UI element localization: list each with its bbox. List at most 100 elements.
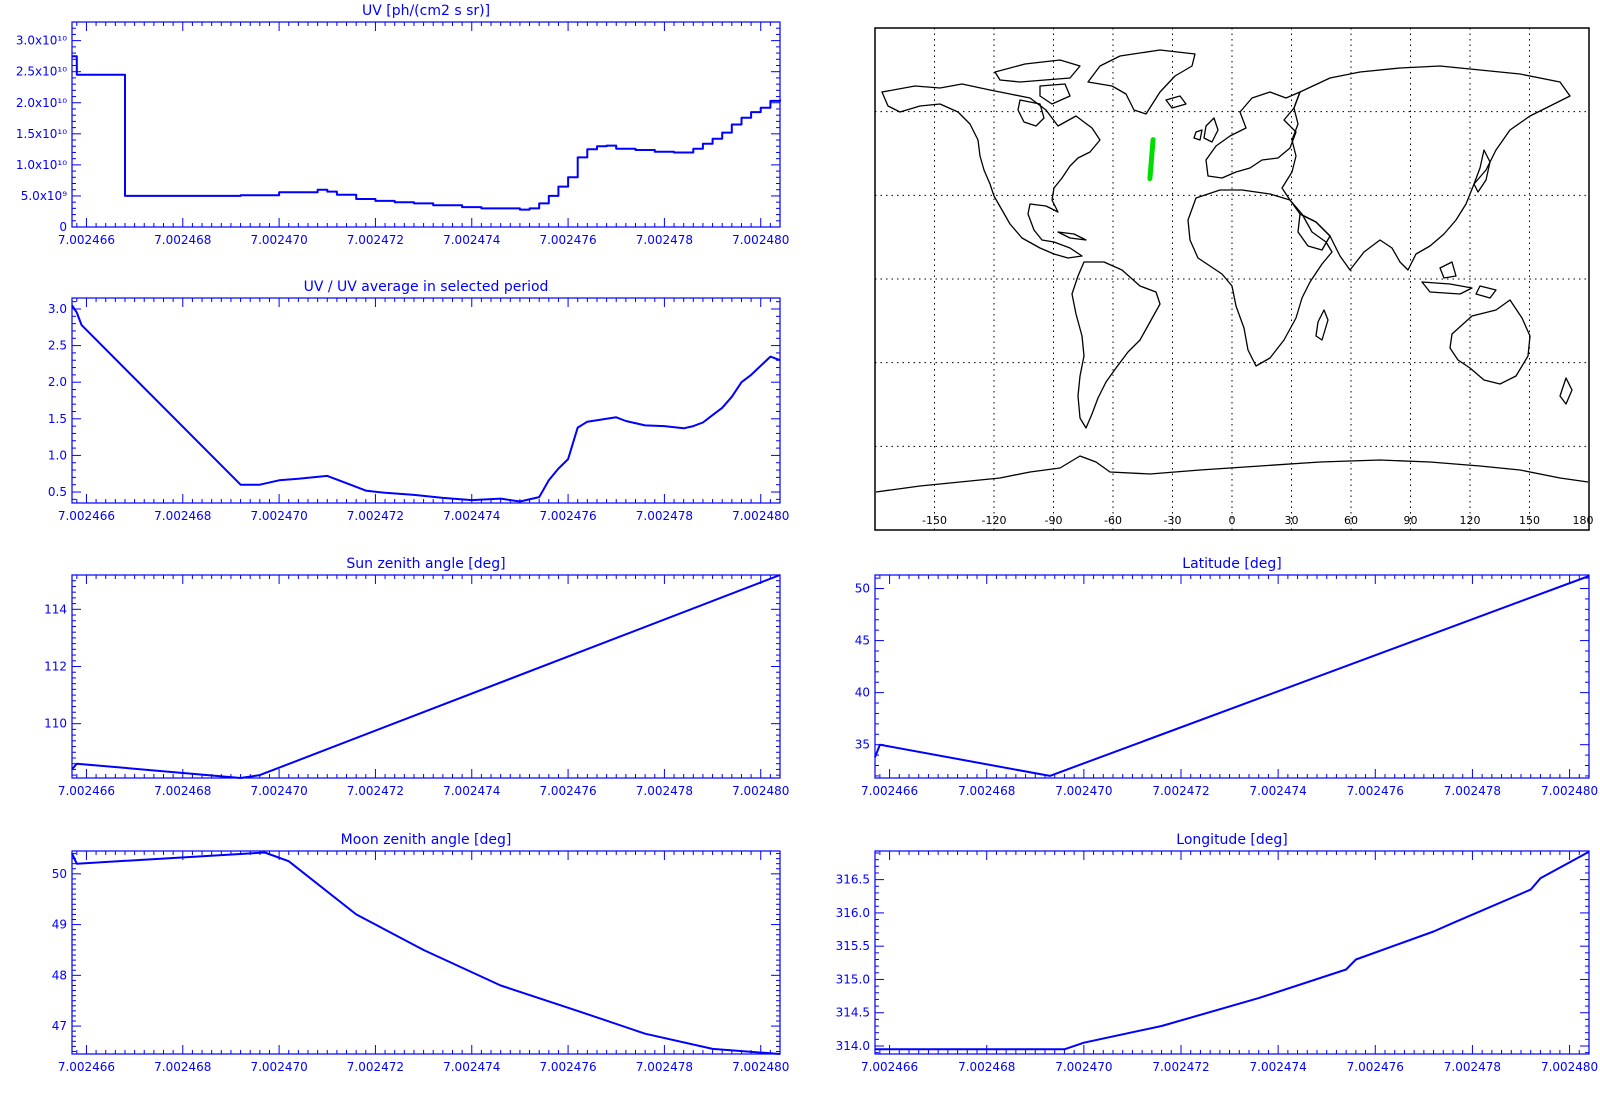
y-tick-label: 112 <box>44 659 67 673</box>
map-longitude-label: -120 <box>982 514 1007 527</box>
x-tick-label: 7.002478 <box>636 509 693 523</box>
coastline-new-zealand <box>1559 377 1573 405</box>
series-line <box>71 574 781 779</box>
x-tick-label: 7.002476 <box>539 233 596 247</box>
chart-moon-zenith: Moon zenith angle [deg] 7.002466 7.002468 7… <box>52 832 790 1074</box>
y-tick-label: 3.0 <box>48 302 67 316</box>
coastline-indonesia <box>1421 261 1497 299</box>
coastline-japan <box>1473 149 1491 193</box>
coastline-british-isles <box>1193 117 1219 143</box>
chart-title: Sun zenith angle [deg] <box>346 556 505 572</box>
x-tick-label: 7.002474 <box>443 784 500 798</box>
y-tick-label: 1.0 <box>48 448 67 462</box>
map-longitude-label: 150 <box>1519 514 1540 527</box>
y-tick-label: 0 <box>59 220 67 234</box>
series-line <box>875 850 1590 1051</box>
y-tick-label: 35 <box>855 738 870 752</box>
y-tick-label: 110 <box>44 717 67 731</box>
y-tick-label: 314.0 <box>836 1039 870 1053</box>
plot-frame <box>71 21 781 228</box>
coastline-australia <box>1449 299 1531 385</box>
y-tick-label: 50 <box>52 867 67 881</box>
x-tick-label: 7.002468 <box>958 1060 1015 1074</box>
map-panel: -150 -120 -90 -60 -30 0 30 60 90 120 150 180 <box>874 27 1594 531</box>
plot-frame <box>71 850 781 1055</box>
x-tick-label: 7.002472 <box>1152 1060 1209 1074</box>
plot-frame <box>874 574 1590 779</box>
x-tick-label: 7.002468 <box>154 1060 211 1074</box>
x-tick-label: 7.002466 <box>58 784 115 798</box>
x-tick-label: 7.002470 <box>250 233 307 247</box>
x-tick-label: 7.002478 <box>636 784 693 798</box>
x-tick-label: 7.002476 <box>539 1060 596 1074</box>
coastline-antarctica <box>875 455 1589 493</box>
satellite-track <box>1147 137 1156 182</box>
coastline-iceland <box>1165 95 1187 109</box>
y-tick-label: 0.5 <box>48 485 67 499</box>
y-tick-label: 3.0x10¹⁰ <box>16 34 67 48</box>
coastline-arctic-islands <box>994 59 1081 105</box>
map-longitude-label: 30 <box>1285 514 1299 527</box>
y-tick-label: 49 <box>52 918 67 932</box>
y-tick-label: 5.0x10⁹ <box>21 189 67 203</box>
x-tick-label: 7.002480 <box>732 233 789 247</box>
series-line <box>874 575 1590 777</box>
y-tick-label: 114 <box>44 602 67 616</box>
chart-title: Latitude [deg] <box>1182 556 1281 572</box>
x-tick-label: 7.002468 <box>154 509 211 523</box>
map-longitude-label: -30 <box>1164 514 1182 527</box>
chart-sun-zenith: Sun zenith angle [deg] 7.002466 7.002468 7.… <box>44 556 789 798</box>
y-tick-label: 2.5 <box>48 339 67 353</box>
x-tick-label: 7.002474 <box>443 233 500 247</box>
x-tick-label: 7.002470 <box>1055 1060 1112 1074</box>
map-longitude-label: -60 <box>1104 514 1122 527</box>
y-tick-label: 1.0x10¹⁰ <box>16 158 67 172</box>
y-tick-label: 2.0 <box>48 375 67 389</box>
x-tick-label: 7.002480 <box>1541 1060 1598 1074</box>
series-line <box>71 851 781 1055</box>
y-tick-label: 2.5x10¹⁰ <box>16 65 67 79</box>
chart-longitude: Longitude [deg] 7.002466 7.002468 7.002470 7… <box>836 832 1599 1074</box>
y-tick-label: 48 <box>52 968 67 982</box>
x-tick-label: 7.002480 <box>732 1060 789 1074</box>
x-tick-label: 7.002476 <box>539 509 596 523</box>
chart-uv-ratio: UV / UV average in selected period 7.0024… <box>48 279 789 523</box>
chart-latitude: Latitude [deg] 7.002466 7.002468 7.002470 7.… <box>855 556 1598 798</box>
y-tick-label: 314.5 <box>836 1006 870 1020</box>
y-tick-label: 315.5 <box>836 939 870 953</box>
map-longitude-label: 120 <box>1460 514 1481 527</box>
x-tick-label: 7.002478 <box>636 233 693 247</box>
x-tick-label: 7.002478 <box>636 1060 693 1074</box>
y-tick-label: 316.5 <box>836 873 870 887</box>
y-tick-label: 47 <box>52 1019 67 1033</box>
map-longitude-label: -150 <box>922 514 947 527</box>
x-tick-label: 7.002474 <box>1250 784 1307 798</box>
coastline-arabia <box>1297 213 1331 251</box>
x-tick-label: 7.002468 <box>154 784 211 798</box>
x-tick-label: 7.002470 <box>250 1060 307 1074</box>
x-tick-label: 7.002466 <box>58 509 115 523</box>
x-tick-label: 7.002474 <box>443 509 500 523</box>
chart-title: UV [ph/(cm2 s sr)] <box>362 3 490 19</box>
map-frame <box>874 27 1590 531</box>
map-longitude-label: 90 <box>1404 514 1418 527</box>
chart-uv-intensity: UV [ph/(cm2 s sr)] 7.002466 7.002468 7.0024… <box>16 3 789 247</box>
x-tick-label: 7.002472 <box>347 509 404 523</box>
y-tick-label: 2.0x10¹⁰ <box>16 96 67 110</box>
coastline-greenland <box>1087 49 1196 115</box>
x-tick-label: 7.002466 <box>58 1060 115 1074</box>
coastline-madagascar <box>1315 309 1329 341</box>
y-tick-label: 45 <box>855 634 870 648</box>
x-tick-label: 7.002472 <box>347 233 404 247</box>
chart-title: Moon zenith angle [deg] <box>341 832 512 848</box>
map-longitude-label: 60 <box>1344 514 1358 527</box>
x-tick-label: 7.002476 <box>539 784 596 798</box>
x-tick-label: 7.002470 <box>250 784 307 798</box>
x-tick-label: 7.002472 <box>1152 784 1209 798</box>
x-tick-label: 7.002480 <box>1541 784 1598 798</box>
x-tick-label: 7.002478 <box>1444 1060 1501 1074</box>
x-tick-label: 7.002476 <box>1347 784 1404 798</box>
x-tick-label: 7.002466 <box>861 784 918 798</box>
